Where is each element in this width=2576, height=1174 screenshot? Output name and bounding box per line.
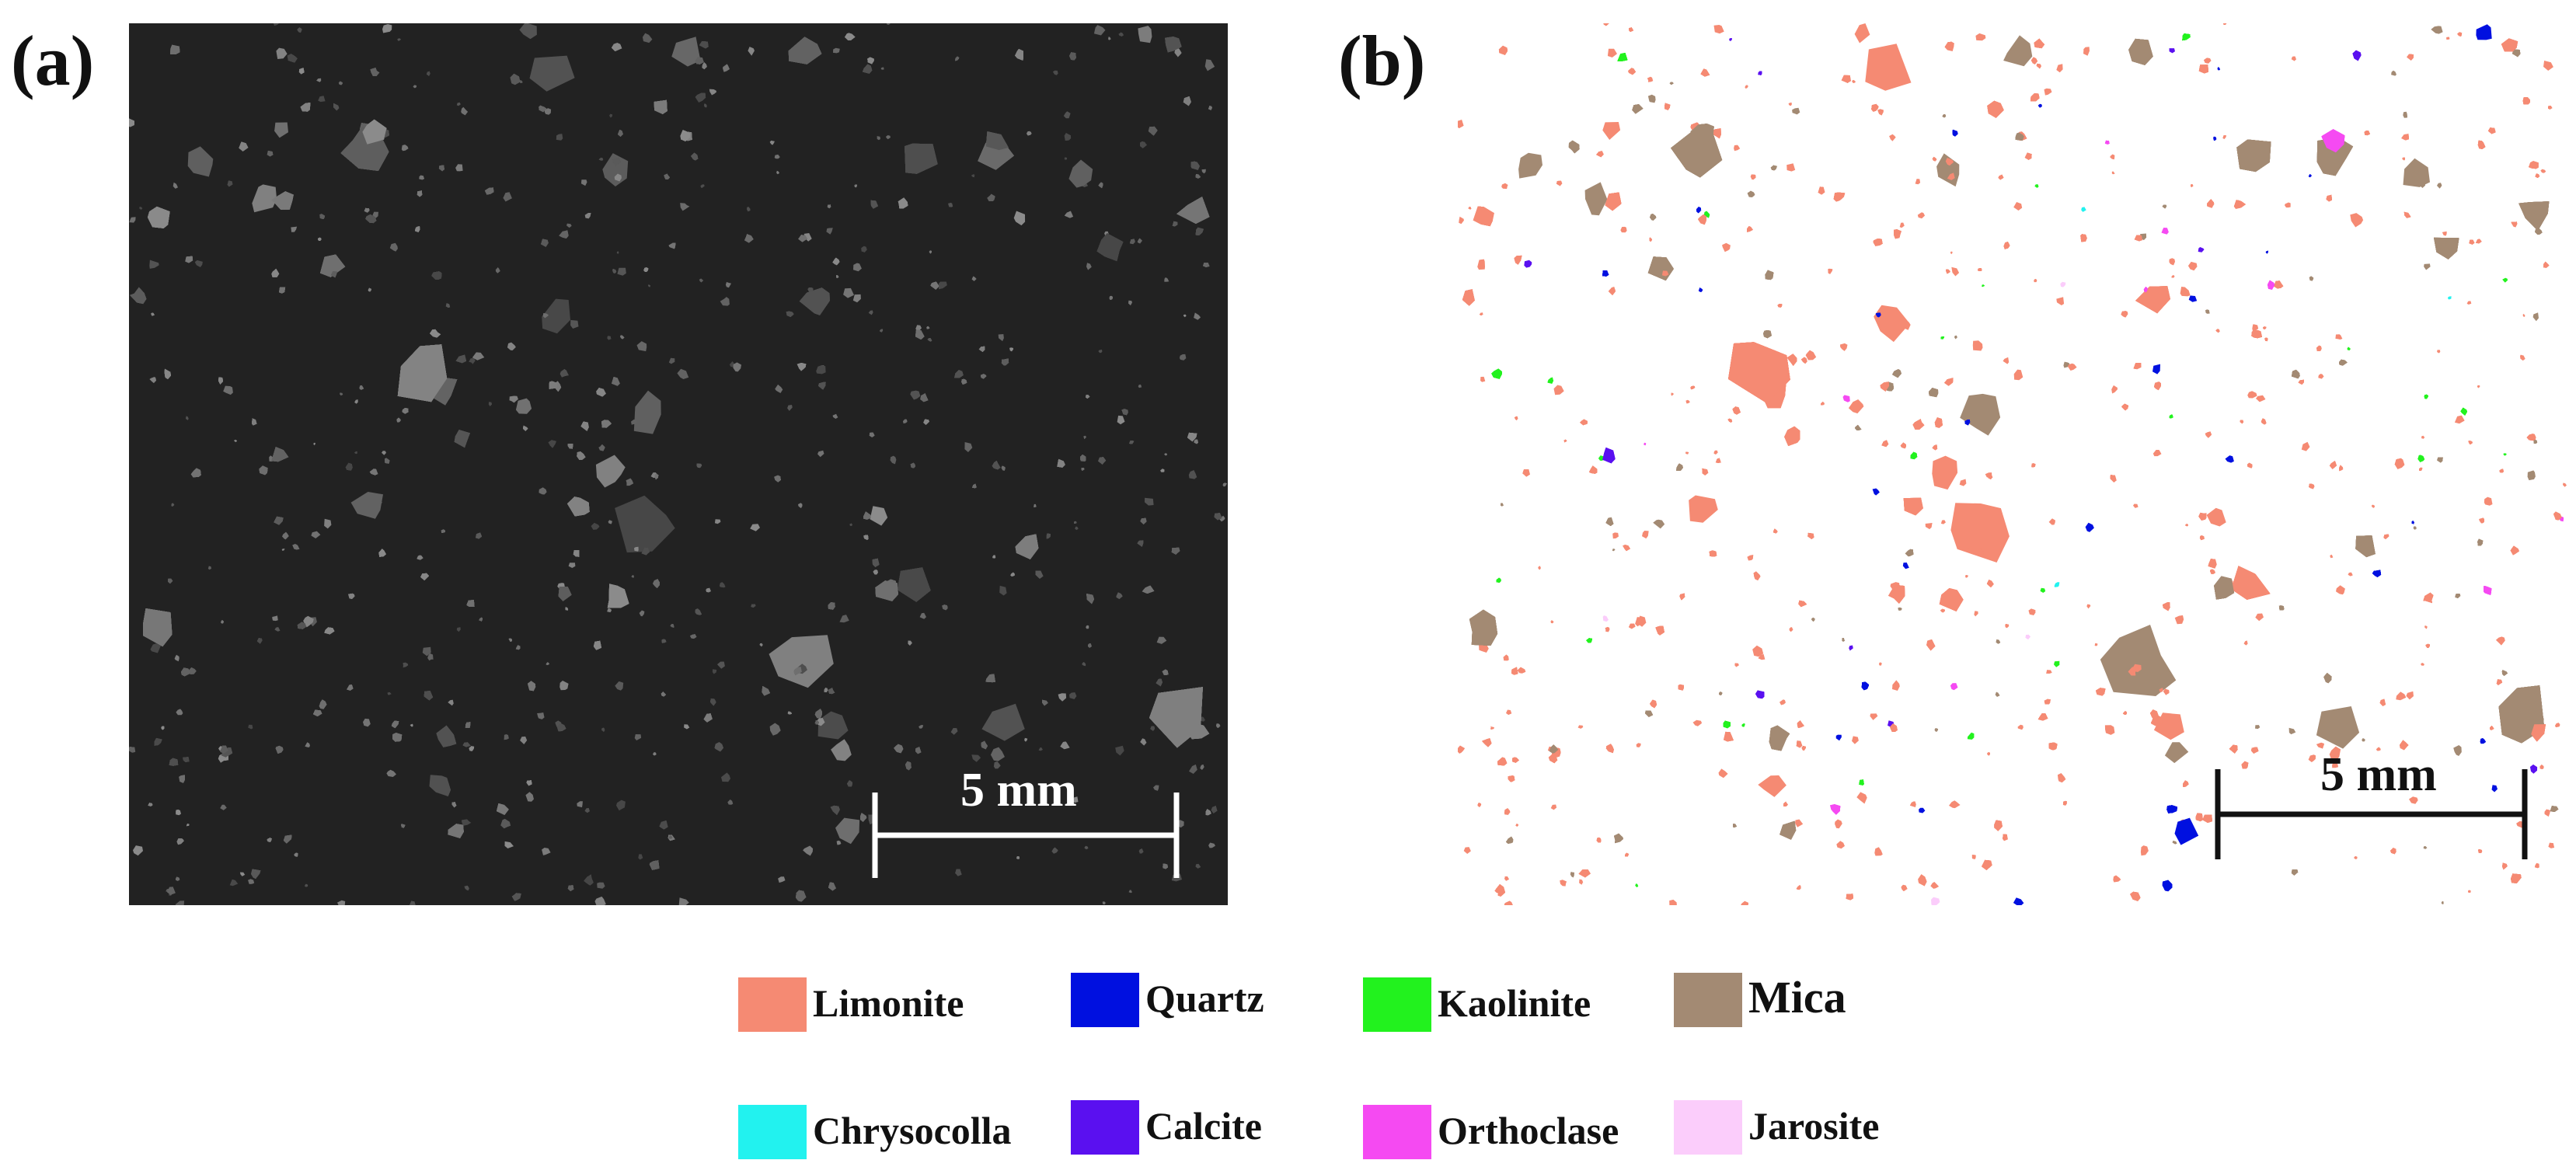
mineral-map-panel	[1458, 23, 2567, 905]
legend-swatch-kaolinite	[1363, 977, 1431, 1032]
legend-label-kaolinite: Kaolinite	[1438, 981, 1591, 1025]
legend-label-quartz: Quartz	[1145, 977, 1264, 1020]
scale-bar-label-a: 5 mm	[960, 764, 1077, 817]
bse-micrograph-panel	[129, 23, 1228, 905]
scale-bar-a	[872, 793, 1180, 878]
scale-bar-b	[2215, 769, 2528, 859]
legend-label-orthoclase: Orthoclase	[1438, 1109, 1619, 1152]
legend-label-calcite: Calcite	[1145, 1104, 1262, 1148]
legend-label-limonite: Limonite	[813, 981, 964, 1025]
mineral-map-image	[1458, 23, 2567, 905]
legend-label-jarosite: Jarosite	[1748, 1104, 1880, 1148]
legend-swatch-mica	[1674, 973, 1742, 1027]
panel-label-b: (b)	[1338, 21, 1426, 100]
legend-label-chrysocolla: Chrysocolla	[813, 1109, 1012, 1152]
panel-label-a: (a)	[11, 21, 95, 100]
legend-label-mica: Mica	[1748, 972, 1846, 1022]
legend-swatch-chrysocolla	[738, 1105, 807, 1159]
legend-swatch-quartz	[1071, 973, 1139, 1027]
legend-swatch-calcite	[1071, 1100, 1139, 1155]
bse-micrograph-image	[129, 23, 1228, 905]
legend-swatch-jarosite	[1674, 1100, 1742, 1155]
scale-bar-label-b: 5 mm	[2320, 748, 2437, 801]
legend-swatch-limonite	[738, 977, 807, 1032]
legend-swatch-orthoclase	[1363, 1105, 1431, 1159]
